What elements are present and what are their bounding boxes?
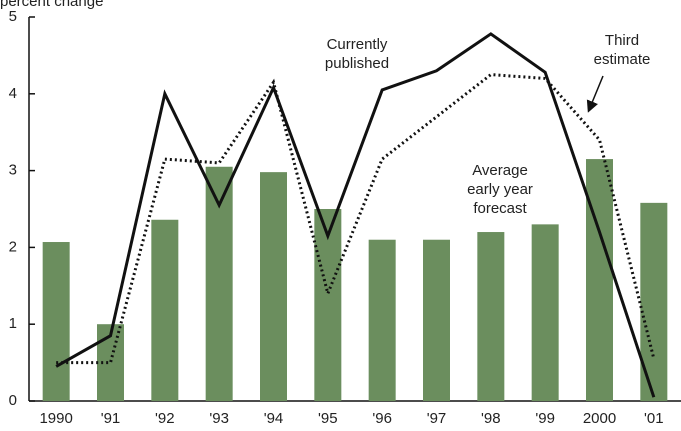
bar [314, 209, 342, 401]
annotation-arrow [586, 75, 604, 113]
annotation: published [325, 55, 389, 72]
y-tick-label: 4 [9, 85, 17, 102]
y-tick-label: 2 [9, 238, 17, 255]
bar [42, 242, 70, 401]
x-tick-label: '96 [372, 410, 392, 427]
annotation: early year [467, 181, 533, 198]
bar [477, 232, 505, 401]
bar [368, 239, 396, 401]
x-tick-label: '97 [427, 410, 447, 427]
x-tick-label: '93 [209, 410, 229, 427]
x-tick-label: '94 [264, 410, 284, 427]
bar [586, 159, 613, 401]
y-axis-label: percent change [0, 0, 103, 10]
x-tick-label: '91 [101, 410, 121, 427]
bar [531, 224, 559, 401]
x-tick-label: '01 [644, 410, 664, 427]
x-tick-label: '92 [155, 410, 175, 427]
annotation: Average [472, 162, 528, 179]
line-series [56, 73, 656, 365]
y-tick-label: 0 [9, 392, 17, 409]
bar [151, 219, 179, 401]
y-tick-label: 1 [9, 315, 17, 332]
bar [260, 172, 287, 401]
annotation: estimate [594, 51, 651, 68]
bar [423, 239, 450, 401]
x-tick-label: 1990 [39, 410, 72, 427]
x-tick-label: 2000 [583, 410, 616, 427]
annotation: forecast [473, 200, 527, 217]
annotation: Currently [327, 36, 388, 53]
x-tick-label: '95 [318, 410, 338, 427]
annotation: Third [605, 32, 639, 49]
y-tick-label: 5 [9, 8, 17, 25]
line-series [55, 32, 656, 398]
x-tick-label: '99 [535, 410, 555, 427]
x-tick-label: '98 [481, 410, 501, 427]
y-tick-label: 3 [9, 162, 17, 179]
